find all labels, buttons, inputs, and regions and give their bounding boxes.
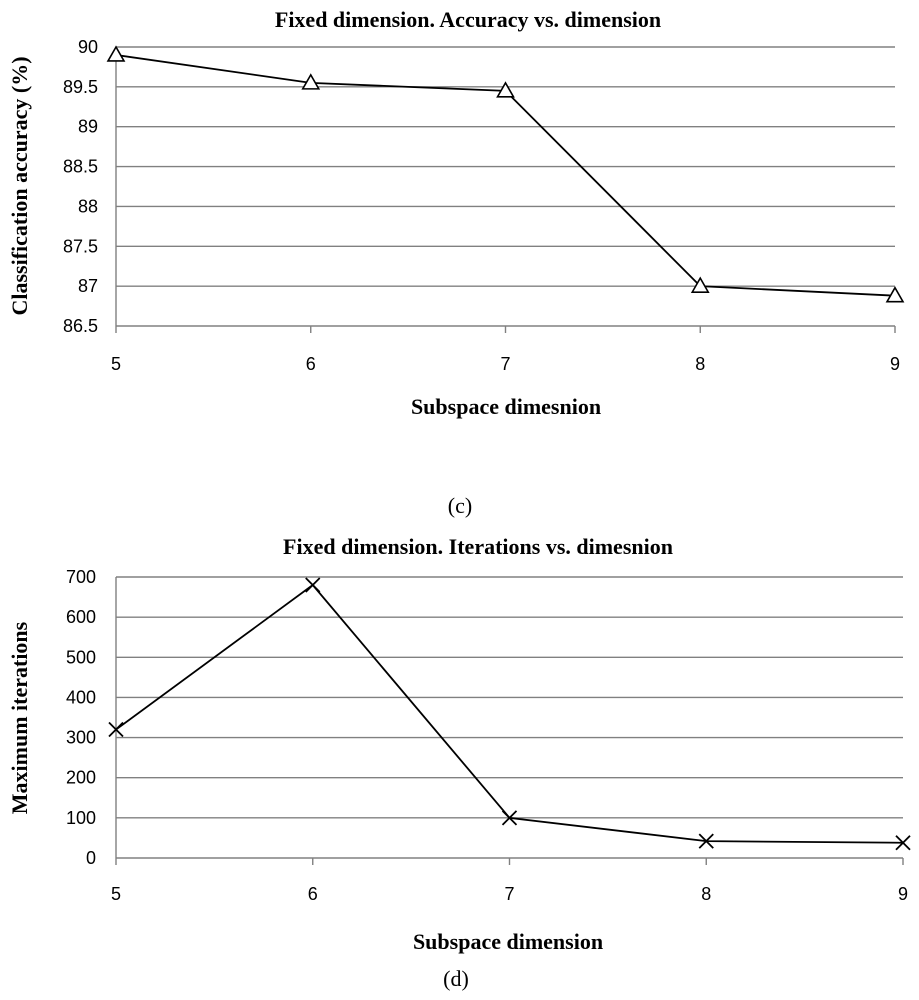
iterations-chart: Fixed dimension. Iterations vs. dimesnio… [7, 534, 911, 991]
data-point-triangle [301, 73, 321, 90]
x-tick-label: 8 [695, 354, 705, 374]
plot-area: 0 100 200 300 400 500 600 700 5 6 7 8 9 [66, 567, 911, 904]
y-tick-label: 89.5 [63, 77, 98, 97]
x-tick-label: 5 [111, 884, 121, 904]
data-point-x [698, 833, 714, 849]
y-tick-label: 500 [66, 647, 96, 667]
x-tick-label: 7 [504, 884, 514, 904]
x-tick-label: 6 [308, 884, 318, 904]
x-tick-label: 7 [500, 354, 510, 374]
x-tick-label: 8 [701, 884, 711, 904]
y-tick-label: 90 [78, 37, 98, 57]
y-tick-label: 87.5 [63, 236, 98, 256]
y-tick-label: 88.5 [63, 157, 98, 177]
x-axis-label: Subspace dimension [413, 929, 603, 954]
data-point-triangle [106, 45, 126, 62]
y-tick-label: 700 [66, 567, 96, 587]
y-tick-label: 200 [66, 768, 96, 788]
y-tick-label: 400 [66, 687, 96, 707]
data-point-triangle [885, 286, 905, 303]
data-point-triangle [690, 276, 710, 293]
data-point-x [305, 577, 321, 593]
chart-title: Fixed dimension. Accuracy vs. dimension [275, 7, 661, 32]
accuracy-chart: Fixed dimension. Accuracy vs. dimension … [7, 7, 905, 518]
y-tick-label: 87 [78, 276, 98, 296]
y-tick-label: 86.5 [63, 316, 98, 336]
data-point-triangle [496, 81, 515, 98]
data-point-x [895, 835, 911, 851]
data-point-x [501, 810, 518, 826]
y-tick-label: 300 [66, 728, 96, 748]
y-axis-label: Classification accuracy (%) [7, 56, 32, 315]
y-axis-label: Maximum iterations [7, 621, 32, 814]
y-tick-label: 88 [78, 196, 98, 216]
y-tick-label: 0 [86, 848, 96, 868]
chart-title: Fixed dimension. Iterations vs. dimesnio… [283, 534, 673, 559]
x-axis-label: Subspace dimesnion [411, 394, 601, 419]
y-tick-label: 89 [78, 117, 98, 137]
x-tick-label: 6 [306, 354, 316, 374]
y-tick-label: 100 [66, 808, 96, 828]
data-point-x [108, 721, 124, 738]
x-tick-label: 5 [111, 354, 121, 374]
x-tick-label: 9 [890, 354, 900, 374]
figure-caption: (c) [448, 493, 472, 518]
y-tick-label: 600 [66, 607, 96, 627]
figure-caption: (d) [443, 966, 469, 991]
x-tick-label: 9 [898, 884, 908, 904]
series-line [115, 583, 904, 844]
